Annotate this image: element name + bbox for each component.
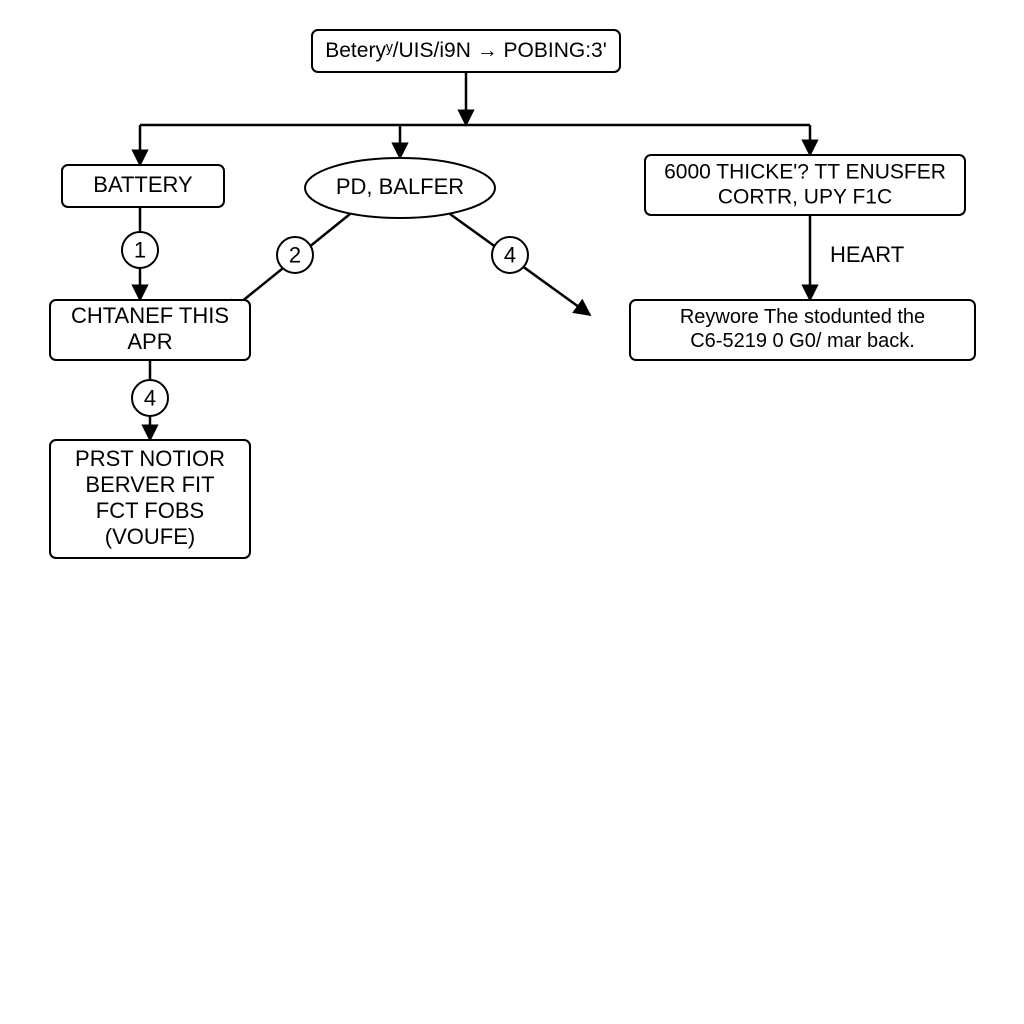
node-text-reywore: Reywore The stodunted theC6-5219 0 G0/ m… — [680, 306, 925, 352]
node-text-battery: BATTERY — [93, 172, 193, 197]
nodes-layer: Beteryʸ/UIS/i9N → POBING:3' BATTERY PD, BA… — [50, 30, 975, 558]
edge-badge-text-balfer-right: 4 — [504, 243, 516, 268]
edge-badge-text-chtanef-prst: 4 — [144, 386, 156, 411]
edge-badge-text-balfer-left: 2 — [289, 243, 301, 268]
node-text-top: Beteryʸ/UIS/i9N → POBING:3' — [325, 39, 607, 62]
edges-layer — [140, 72, 810, 440]
node-text-balfer: PD, BALFER — [336, 174, 464, 199]
edge-badge-text-battery-chtanef: 1 — [134, 238, 146, 263]
edge-label-thicke-reywore: HEART — [830, 242, 904, 267]
flowchart-canvas: Beteryʸ/UIS/i9N → POBING:3' BATTERY PD, BA… — [0, 0, 1024, 1024]
